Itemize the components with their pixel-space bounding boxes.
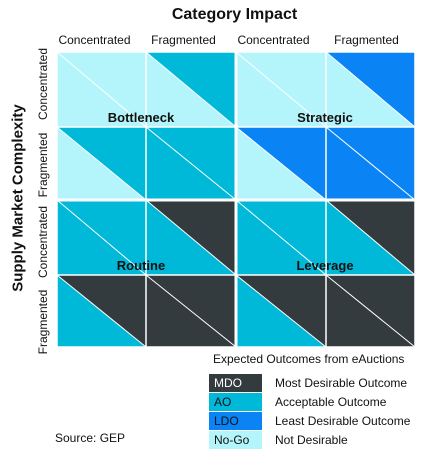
column-header-1: Concentrated (58, 33, 131, 47)
cell-r3c4-diagonal (325, 199, 416, 276)
cell-r4c4-diagonal (325, 274, 416, 347)
cell-r1c1-diagonal (57, 52, 147, 128)
outcome-matrix (57, 52, 417, 347)
category-impact-title: Category Impact (171, 6, 298, 23)
cell-r4c1-diagonal (57, 274, 147, 347)
quadrant-label-leverage: Leverage (296, 258, 354, 273)
quadrant-label-strategic: Strategic (297, 110, 353, 125)
cell-r2c1-diagonal (57, 126, 147, 201)
legend-description-mdo: Most Desirable Outcome (275, 376, 408, 390)
legend-swatch-ao: AO (209, 393, 262, 411)
legend-swatch-ldo: LDO (209, 412, 262, 430)
legend-description-ldo: Least Desirable Outcome (275, 414, 411, 428)
column-header-4: Fragmented (334, 33, 399, 47)
cell-r1c4-diagonal (325, 52, 416, 128)
legend-swatch-nogo: No-Go (209, 431, 262, 449)
cell-r1c3-diagonal (235, 52, 327, 128)
cell-r2c2-diagonal (145, 126, 237, 201)
cell-r3c1-diagonal (57, 199, 147, 276)
quadrant-label-bottleneck: Bottleneck (107, 110, 175, 125)
column-header-3: Concentrated (237, 33, 310, 47)
cell-r4c3-diagonal (235, 274, 327, 347)
source-note: Source: GEP (55, 431, 126, 445)
cell-r3c3-diagonal (235, 199, 327, 276)
column-header-2: Fragmented (151, 33, 216, 47)
legend-description-nogo: Not Desirable (275, 433, 348, 447)
legend-caption: Expected Outcomes from eAuctions (213, 352, 405, 366)
quadrant-label-routine: Routine (116, 258, 166, 273)
cell-r4c2-diagonal (145, 274, 237, 347)
cell-r2c3-diagonal (235, 126, 327, 201)
legend-description-ao: Acceptable Outcome (275, 395, 387, 409)
cell-r1c2-diagonal (145, 52, 237, 128)
cell-r2c4-diagonal (325, 126, 416, 201)
legend-swatch-mdo: MDO (209, 374, 262, 392)
cell-r3c2-diagonal (145, 199, 237, 276)
